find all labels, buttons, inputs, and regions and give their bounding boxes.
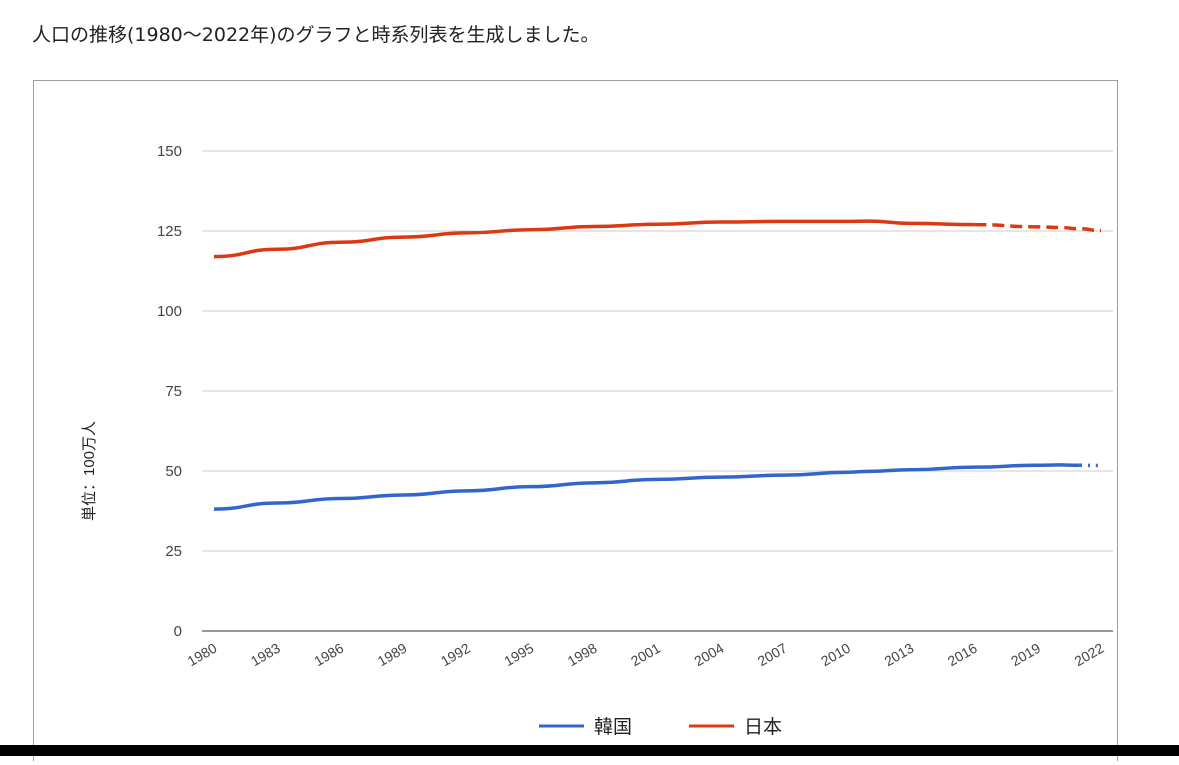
bottom-bar [0,745,1179,756]
x-tick-label: 1986 [311,640,346,670]
series-projection-line-1 [974,225,1101,231]
x-tick-label: 1983 [248,640,283,670]
y-tick-label: 150 [157,143,182,160]
series-line-1 [214,221,974,257]
series-line-0 [214,465,1080,509]
y-tick-label: 25 [165,543,182,560]
y-tick-label: 50 [165,463,182,480]
x-tick-label: 1980 [185,640,220,670]
x-tick-label: 2019 [1008,640,1043,670]
x-tick-label: 2004 [691,640,726,670]
x-tick-label: 2022 [1072,640,1107,670]
x-tick-label: 1992 [438,640,473,670]
legend-label: 韓国 [594,716,632,738]
x-tick-label: 2013 [881,640,916,670]
y-tick-label: 75 [165,383,182,400]
x-tick-label: 1998 [565,640,600,670]
x-tick-label: 2001 [628,640,663,670]
x-tick-label: 1995 [501,640,536,670]
y-tick-label: 100 [157,303,182,320]
x-tick-label: 2010 [818,640,853,670]
x-tick-label: 1989 [375,640,410,670]
legend-label: 日本 [744,716,782,738]
chart-frame: 0 25 50 75 100 125 150 1980 1983 1986 1989 1992 1995… [33,80,1118,761]
y-tick-label: 125 [157,223,182,240]
y-axis-label: 単位：100万人 [81,421,98,521]
x-tick-label: 2007 [755,640,790,670]
x-tick-label: 2016 [945,640,980,670]
y-tick-label: 0 [174,623,182,640]
assistant-message: 人口の推移(1980〜2022年)のグラフと時系列表を生成しました。 [32,20,600,47]
population-line-chart: 0 25 50 75 100 125 150 1980 1983 1986 1989 1992 1995… [34,81,1117,761]
